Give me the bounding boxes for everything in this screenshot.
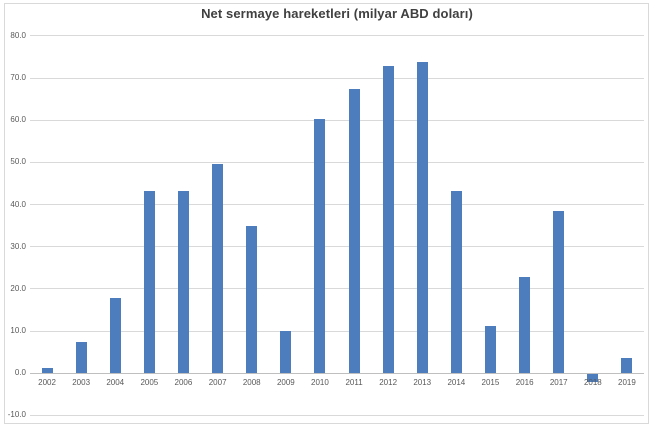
x-tick-label-2003: 2003: [72, 377, 91, 387]
bar-2013: [416, 62, 428, 373]
x-tick-label-2010: 2010: [311, 377, 329, 387]
x-tick-label-2013: 2013: [413, 377, 432, 387]
x-tick-label-2005: 2005: [140, 377, 159, 387]
x-tick-label-2019: 2019: [618, 377, 636, 387]
y-tick-label-70: 70.0: [10, 73, 26, 82]
x-tick-label-2012: 2012: [379, 377, 398, 387]
y-tick-label-0: 0.0: [14, 368, 26, 378]
bar-2016: [519, 276, 531, 373]
y-tick-label-40: 40.0: [10, 199, 26, 209]
y-tick-label--10: -10.0: [7, 410, 26, 420]
x-tick-label-2007: 2007: [208, 377, 227, 387]
x-tick-label-2015: 2015: [481, 377, 500, 387]
gridline: [30, 161, 644, 163]
bar-2004: [109, 298, 121, 373]
bar-2017: [553, 211, 565, 373]
gridline: [30, 119, 644, 121]
x-tick-label-2009: 2009: [276, 377, 295, 387]
x-tick-label-2018: 2018: [583, 377, 602, 387]
y-tick-label-60: 60.0: [10, 115, 26, 125]
x-tick-label-2016: 2016: [515, 377, 534, 387]
x-tick-label-2008: 2008: [242, 377, 261, 387]
x-tick-label-2002: 2002: [38, 377, 56, 387]
gridline: [30, 35, 644, 37]
bar-2019: [621, 358, 633, 373]
x-tick-label-2004: 2004: [106, 377, 125, 387]
x-tick-label-2006: 2006: [174, 377, 193, 387]
y-tick-label-20: 20.0: [10, 283, 26, 293]
bar-2007: [212, 164, 224, 373]
bar-2012: [382, 66, 394, 373]
bar-2010: [314, 119, 326, 373]
x-tick-label-2014: 2014: [447, 377, 466, 387]
bar-2003: [75, 342, 87, 373]
y-tick-label-80: 80.0: [10, 30, 26, 40]
x-tick-label-2017: 2017: [549, 377, 568, 387]
gridline: [30, 77, 644, 79]
bar-2018: [587, 373, 599, 383]
x-tick-label-2011: 2011: [345, 377, 363, 387]
bar-2009: [280, 330, 292, 373]
gridline: [30, 204, 644, 205]
bar-2005: [143, 191, 155, 373]
gridline: [30, 288, 644, 290]
chart-title: Net sermaye hareketleri (milyar ABD dola…: [201, 6, 473, 21]
bar-2006: [178, 191, 189, 373]
gridline: [30, 330, 644, 332]
bar-2002: [41, 367, 53, 373]
bar-2011: [348, 88, 360, 373]
bar-2015: [485, 325, 496, 373]
bar-2008: [246, 225, 258, 373]
y-tick-label-10: 10.0: [10, 326, 26, 335]
gridline: [30, 414, 644, 416]
y-tick-label-50: 50.0: [10, 157, 26, 167]
gridline: [30, 246, 644, 248]
y-tick-label-30: 30.0: [10, 241, 26, 251]
x-axis-line: [30, 372, 644, 374]
bar-2014: [450, 191, 462, 373]
